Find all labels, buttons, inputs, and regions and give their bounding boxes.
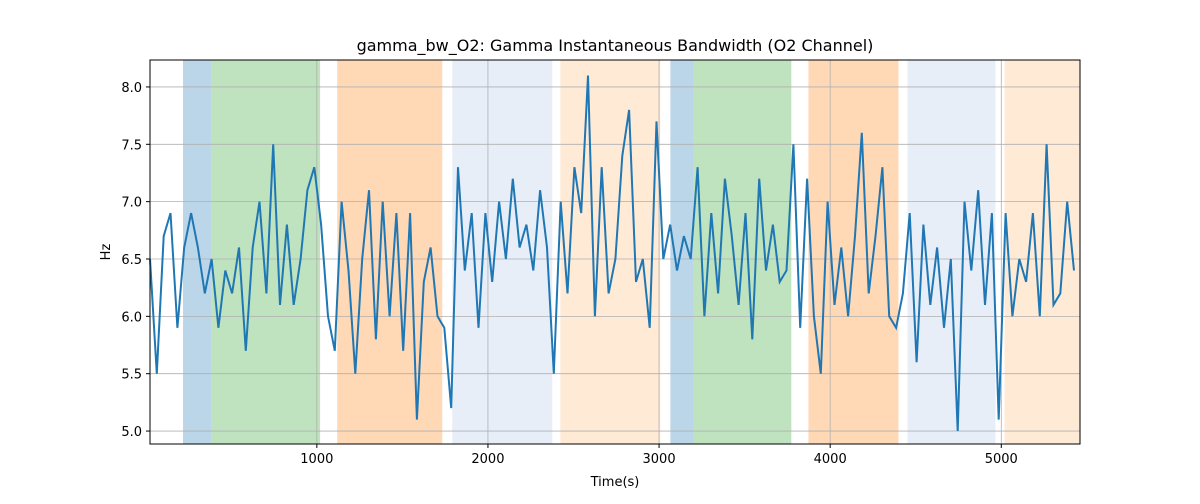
shaded-region [183, 60, 212, 444]
shaded-region [560, 60, 661, 444]
x-tick-label: 2000 [471, 452, 504, 467]
y-tick-label: 8.0 [121, 81, 142, 96]
y-tick-label: 6.5 [121, 253, 142, 268]
y-tick-label: 7.5 [121, 138, 142, 153]
x-tick-label: 5000 [985, 452, 1018, 467]
y-axis-label: Hz [99, 244, 114, 261]
y-tick-label: 7.0 [121, 196, 142, 211]
chart-title: gamma_bw_O2: Gamma Instantaneous Bandwid… [357, 36, 874, 56]
x-tick-label: 3000 [643, 452, 676, 467]
shaded-region [670, 60, 694, 444]
y-tick-label: 5.0 [121, 425, 142, 440]
x-tick-label: 1000 [300, 452, 333, 467]
y-tick-label: 5.5 [121, 368, 142, 383]
x-axis-label: Time(s) [590, 475, 640, 490]
data-line [149, 75, 1075, 432]
shaded-region [211, 60, 321, 444]
y-tick-label: 6.0 [121, 310, 142, 325]
plot-frame [149, 59, 1081, 445]
x-tick-label: 4000 [814, 452, 847, 467]
shaded-region [337, 60, 443, 444]
